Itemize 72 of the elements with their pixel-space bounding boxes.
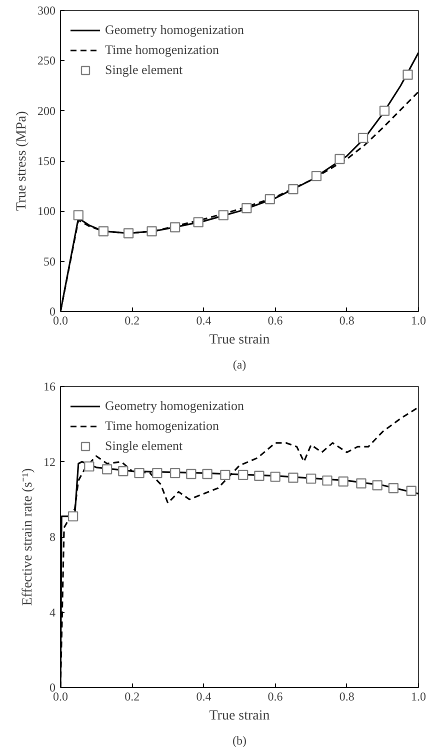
point: [264, 194, 276, 204]
point: [220, 470, 230, 480]
point: [218, 210, 228, 220]
point: [334, 154, 345, 164]
point: [379, 106, 390, 116]
y-tick-label: 150: [38, 154, 56, 168]
point: [193, 217, 204, 228]
legend-label: Geometry homogenization: [105, 22, 244, 38]
x-tick-label: 0.6: [268, 690, 283, 704]
point: [288, 184, 298, 194]
point: [242, 203, 252, 214]
x-tick-label: 0.4: [196, 314, 212, 328]
point: [338, 476, 348, 487]
legend-label: Time homogenization: [105, 418, 219, 434]
point: [356, 478, 366, 488]
y-tick-label: 0: [50, 304, 56, 318]
legend-label: Geometry homogenization: [105, 398, 244, 414]
point: [306, 474, 316, 484]
point: [372, 480, 382, 490]
point: [406, 486, 416, 496]
x-axis-title: True strain: [209, 332, 270, 348]
y-tick-label: 12: [44, 454, 56, 469]
point: [102, 464, 112, 474]
point: [322, 475, 332, 486]
y-axis-title: Effective strain rate (s⁻¹): [20, 468, 36, 606]
x-tick-label: 0.6: [268, 314, 283, 328]
point: [170, 222, 180, 232]
y-tick-label: 16: [44, 380, 56, 394]
y-tick-label: 300: [38, 4, 56, 18]
y-tick-label: 250: [38, 54, 56, 68]
point: [68, 511, 78, 522]
point: [186, 468, 196, 480]
point: [84, 461, 94, 472]
point: [118, 466, 128, 476]
point: [170, 468, 180, 478]
y-axis-title: True stress (MPa): [14, 110, 30, 211]
point: [123, 228, 134, 238]
point: [388, 482, 399, 494]
point: [73, 210, 84, 220]
point: [134, 468, 144, 478]
x-tick-label: 0.2: [124, 314, 140, 328]
legend-label: Single element: [105, 438, 183, 454]
point: [98, 226, 109, 236]
point: [402, 70, 413, 80]
point: [152, 468, 162, 478]
text: (a): [232, 358, 246, 372]
x-tick-label: 0.4: [196, 690, 212, 704]
y-tick-label: 4: [50, 605, 56, 620]
point: [288, 472, 298, 483]
y-tick-label: 8: [50, 530, 56, 544]
text: (b): [232, 734, 247, 748]
point: [254, 470, 264, 481]
point: [270, 472, 280, 482]
point: [238, 470, 248, 480]
point: [146, 226, 157, 236]
y-tick-label: 0: [50, 680, 56, 694]
x-tick-label: 0.2: [124, 690, 140, 704]
x-axis-title: True strain: [209, 708, 270, 724]
x-tick-label: 1.0: [411, 314, 426, 328]
y-tick-label: 100: [38, 204, 56, 218]
point: [202, 468, 212, 480]
point: [311, 170, 322, 182]
x-tick-label: 0.0: [53, 690, 68, 704]
point: [358, 132, 368, 144]
x-tick-label: 1.0: [411, 690, 426, 704]
y-tick-label: 50: [44, 254, 56, 268]
y-tick-label: 200: [38, 104, 56, 118]
x-tick-label: 0.0: [53, 314, 68, 328]
x-tick-label: 0.8: [339, 314, 354, 328]
legend-label: Time homogenization: [105, 42, 219, 58]
legend-label: Single element: [105, 62, 183, 78]
x-tick-label: 0.8: [339, 690, 354, 704]
